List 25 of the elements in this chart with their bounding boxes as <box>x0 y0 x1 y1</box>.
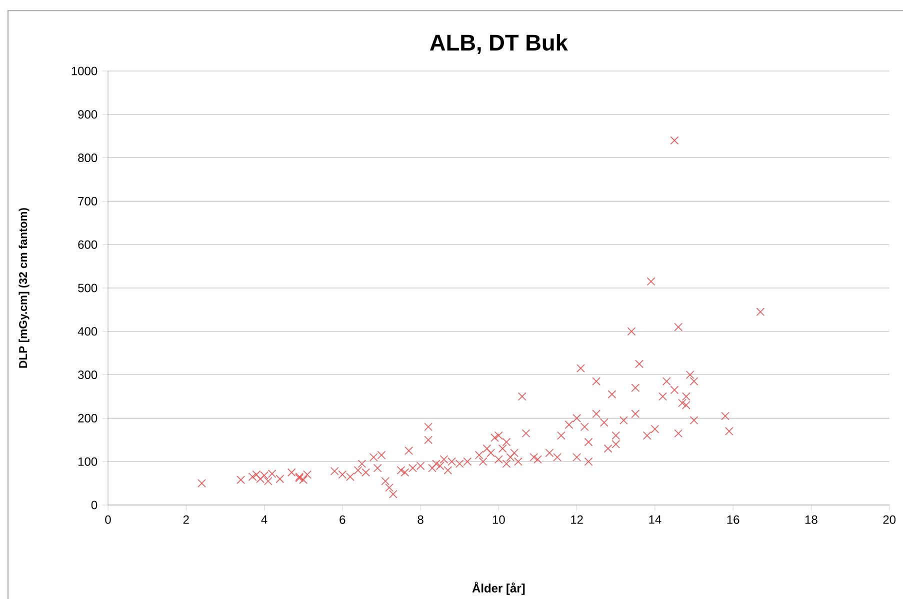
y-tick-label: 200 <box>78 414 98 422</box>
x-tick-label: 4 <box>261 515 268 524</box>
y-tick-label: 1000 <box>72 66 98 76</box>
x-tick-label: 8 <box>418 515 424 524</box>
x-tick-label: 0 <box>105 515 111 524</box>
x-tick-label: 16 <box>727 515 740 524</box>
y-tick-label: 600 <box>78 240 98 249</box>
x-tick-label: 10 <box>492 515 505 524</box>
x-axis-title: Ålder [år] <box>472 582 525 595</box>
y-tick-label: 800 <box>78 154 98 162</box>
y-tick-label: 500 <box>78 284 98 292</box>
y-tick-label: 900 <box>78 110 98 119</box>
y-tick-label: 0 <box>91 500 98 510</box>
y-tick-label: 700 <box>78 196 98 206</box>
x-tick-label: 2 <box>183 515 189 524</box>
x-tick-label: 14 <box>649 515 662 524</box>
y-axis-title: DLP [mGy.cm] (32 cm fantom) <box>18 208 30 368</box>
chart-title: ALB, DT Buk <box>430 34 568 54</box>
y-tick-label: 400 <box>78 327 98 336</box>
y-tick-label: 300 <box>78 370 98 380</box>
x-tick-label: 20 <box>883 515 896 524</box>
x-tick-label: 12 <box>571 515 583 524</box>
x-tick-label: 18 <box>805 515 818 524</box>
y-tick-label: 100 <box>78 457 98 466</box>
x-tick-label: 6 <box>340 515 346 524</box>
